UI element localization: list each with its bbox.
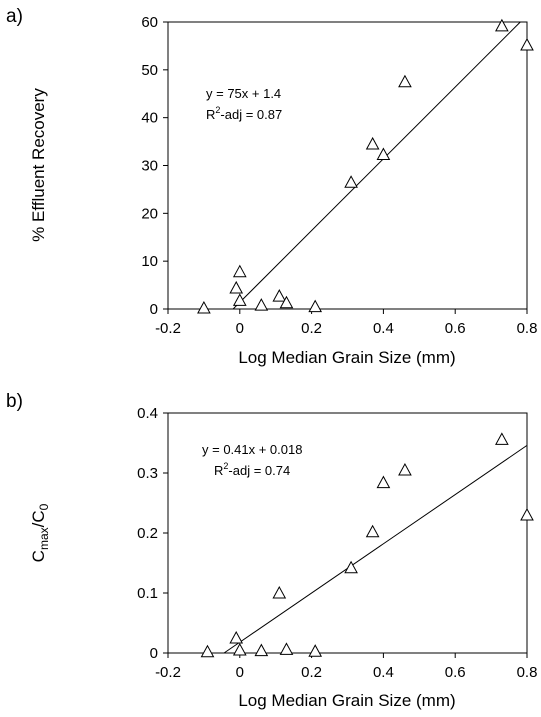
- data-point-triangle: [344, 175, 358, 188]
- data-point-triangle: [279, 295, 294, 309]
- data-point-triangle: [520, 507, 534, 521]
- data-point-triangle: [365, 136, 380, 150]
- panel-a-data-points: [197, 18, 534, 314]
- data-point-triangle: [254, 298, 269, 311]
- data-point-triangle: [229, 630, 244, 644]
- data-point-triangle: [344, 560, 358, 574]
- panel-b-equation: y = 0.41x + 0.018: [202, 442, 302, 457]
- panel-b: b) -0.2 0 0.2 0.4 0.6 0.8 0 0.1 0.2 0.3 0.4 Log M…: [6, 391, 537, 710]
- data-point-triangle: [495, 18, 509, 32]
- x-tick-label: -0.2: [155, 320, 181, 337]
- x-tick-label: 0.4: [373, 320, 394, 337]
- panel-a-plot-frame: [167, 21, 528, 310]
- panel-b-x-axis-label: Log Median Grain Size (mm): [238, 691, 455, 710]
- x-tick-label: 0.8: [517, 320, 538, 337]
- y-tick-label: 0.1: [137, 585, 158, 602]
- data-point-triangle: [376, 147, 391, 160]
- x-tick-label: 0.8: [517, 664, 538, 681]
- data-point-triangle: [279, 642, 294, 655]
- data-point-triangle: [254, 643, 269, 657]
- x-tick-label: 0: [236, 320, 244, 337]
- panel-b-y-axis-label: Cmax/C0: [29, 503, 51, 562]
- y-tick-label: 30: [141, 158, 158, 175]
- panel-b-label: b): [6, 391, 23, 412]
- panel-a-equation: y = 75x + 1.4: [206, 86, 281, 101]
- x-tick-label: 0.4: [373, 664, 394, 681]
- panel-a-y-axis: 0 10 20 30 40 50 60: [141, 14, 168, 318]
- data-point-triangle: [197, 300, 211, 314]
- data-point-triangle: [272, 585, 287, 599]
- y-tick-label: 0.3: [137, 465, 158, 482]
- y-tick-label: 10: [141, 253, 158, 270]
- y-tick-label: 0.2: [137, 525, 158, 542]
- data-point-triangle: [365, 524, 380, 538]
- y-tick-label: 0.4: [137, 405, 158, 422]
- data-point-triangle: [308, 644, 323, 657]
- data-point-triangle: [376, 475, 391, 489]
- panel-a-r2: R2-adj = 0.87: [206, 105, 282, 122]
- x-tick-label: 0.2: [301, 664, 322, 681]
- data-point-triangle: [232, 293, 247, 306]
- data-point-triangle: [272, 289, 287, 302]
- x-tick-label: 0: [236, 664, 244, 681]
- panel-b-y-axis: 0 0.1 0.2 0.3 0.4: [137, 405, 168, 662]
- panel-a-x-axis-label: Log Median Grain Size (mm): [238, 348, 455, 367]
- y-tick-label: 0: [150, 301, 158, 318]
- panel-a: a) -0.2 0 0.2 0.4 0.6 0.8 0 10 20 30 40 50 60 Log M…: [6, 6, 537, 367]
- data-point-triangle: [229, 280, 244, 294]
- y-tick-label: 20: [141, 205, 158, 222]
- x-tick-label: 0.6: [445, 320, 466, 337]
- data-point-triangle: [398, 74, 412, 88]
- panel-a-label: a): [6, 6, 23, 27]
- data-point-triangle: [398, 462, 412, 476]
- panel-a-y-axis-label: % Effluent Recovery: [29, 88, 48, 242]
- panel-b-trendline: [223, 444, 528, 654]
- data-point-triangle: [232, 264, 247, 278]
- panel-a-trendline: [232, 21, 521, 310]
- panel-b-data-points: [200, 432, 534, 658]
- x-tick-label: 0.2: [301, 320, 322, 337]
- data-point-triangle: [495, 432, 509, 445]
- x-tick-label: -0.2: [155, 664, 181, 681]
- x-tick-label: 0.6: [445, 664, 466, 681]
- data-point-triangle: [232, 642, 247, 656]
- y-tick-label: 40: [141, 110, 158, 127]
- y-tick-label: 50: [141, 62, 158, 79]
- y-tick-label: 60: [141, 14, 158, 31]
- y-tick-label: 0: [150, 645, 158, 662]
- data-point-triangle: [520, 37, 534, 51]
- panel-a-x-axis: -0.2 0 0.2 0.4 0.6 0.8: [155, 309, 537, 337]
- panel-b-r2: R2-adj = 0.74: [214, 461, 290, 478]
- data-point-triangle: [200, 644, 215, 658]
- data-point-triangle: [308, 299, 323, 313]
